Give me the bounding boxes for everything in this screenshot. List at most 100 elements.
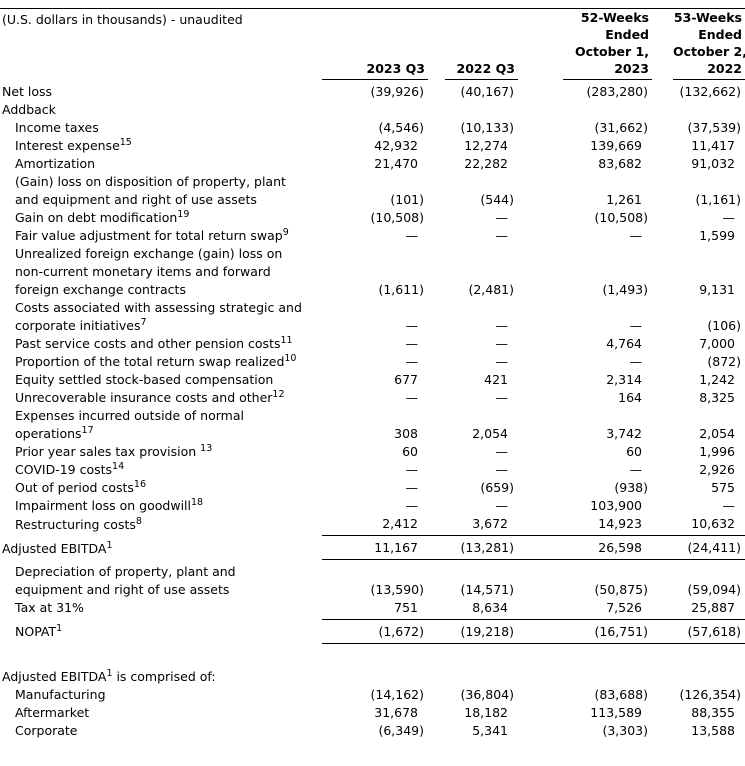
column-gap [518, 497, 563, 515]
column-gap [428, 668, 445, 686]
row-label: Out of period costs16 [0, 479, 322, 497]
column-gap [518, 101, 563, 119]
value-text: 11,167 [374, 540, 418, 555]
value-cell: (59,094) [673, 560, 745, 599]
column-gap [428, 155, 445, 173]
value-text: — [495, 390, 509, 405]
prior-year-sales-tax-provision-row: Prior year sales tax provision 13 60 — 60 1,… [0, 443, 745, 461]
value-text: — [495, 336, 509, 351]
value-cell: 60 [322, 443, 428, 461]
column-gap [652, 299, 673, 335]
value-text: (13,281) [460, 540, 515, 555]
column-gap [518, 407, 563, 443]
value-cell: 7,526 [563, 598, 652, 620]
value-cell: (1,672) [322, 619, 428, 644]
column-header-line: Ended [698, 27, 742, 42]
value-cell: — [673, 209, 745, 227]
value-cell: 1,599 [673, 227, 745, 245]
value-text: (659) [480, 480, 514, 495]
column-gap [518, 245, 563, 299]
column-gap [428, 560, 445, 599]
row-label-text: Equity settled stock-based compensation [15, 372, 274, 387]
value-cell: (31,662) [563, 119, 652, 137]
column-gap [428, 353, 445, 371]
value-text: 7,000 [699, 336, 735, 351]
value-text: 2,054 [472, 426, 508, 441]
column-gap [428, 119, 445, 137]
row-label: Amortization [0, 155, 322, 173]
value-text: 677 [394, 372, 418, 387]
past-service-pension-costs-row: Past service costs and other pension cos… [0, 335, 745, 353]
value-cell: 42,932 [322, 137, 428, 155]
row-label: Equity settled stock-based compensation [0, 371, 322, 389]
column-gap [428, 686, 445, 704]
value-cell: 751 [322, 598, 428, 620]
value-text: — [629, 354, 643, 369]
value-text: — [495, 444, 509, 459]
column-header-line: 53-Weeks [673, 10, 742, 25]
value-text: (40,167) [460, 84, 515, 99]
value-cell: (4,546) [322, 119, 428, 137]
value-cell: 7,000 [673, 335, 745, 353]
row-label-text: Proportion of the total return swap real… [15, 354, 285, 369]
column-gap [428, 598, 445, 620]
footnote-ref: 7 [140, 316, 147, 328]
value-cell: — [445, 389, 518, 407]
restructuring-costs-row: Restructuring costs8 2,412 3,672 14,923 10,6… [0, 515, 745, 536]
row-label-text: Adjusted EBITDA [2, 540, 107, 556]
value-text: — [495, 228, 509, 243]
row-label: Unrecoverable insurance costs and other1… [0, 389, 322, 407]
column-gap [652, 497, 673, 515]
value-cell: 60 [563, 443, 652, 461]
table-body: (U.S. dollars in thousands) - unaudited 2… [0, 8, 745, 740]
column-gap [428, 389, 445, 407]
row-label-text: non-current monetary items and forward [15, 264, 271, 279]
value-text: (10,133) [460, 120, 515, 135]
value-cell: (6,349) [322, 722, 428, 740]
value-cell: (19,218) [445, 619, 518, 644]
footnote-ref: 1 [56, 622, 63, 634]
value-text: 5,341 [472, 722, 508, 738]
aftermarket-row: Aftermarket 31,678 18,182 113,589 88,355 [0, 704, 745, 722]
value-text: (24,411) [687, 540, 742, 555]
row-label-text: equipment and right of use assets [15, 581, 230, 597]
row-label-text: Unrecoverable insurance costs and other [15, 390, 273, 405]
value-text: (10,508) [370, 210, 425, 225]
value-text: (2,481) [468, 282, 514, 297]
value-text: (872) [707, 354, 741, 369]
row-label: Expenses incurred outside of normal opera… [0, 407, 322, 443]
value-text: 31,678 [374, 704, 418, 720]
row-label: Gain on debt modification19 [0, 209, 322, 227]
value-cell: 2,926 [673, 461, 745, 479]
row-label: Proportion of the total return swap real… [0, 353, 322, 371]
value-cell: 18,182 [445, 704, 518, 722]
value-cell: 91,032 [673, 155, 745, 173]
value-text: 3,742 [606, 426, 642, 441]
value-text: 83,682 [598, 156, 642, 171]
footnote-ref: 1 [106, 539, 113, 551]
column-gap [428, 479, 445, 497]
row-label-text: corporate initiatives [15, 318, 141, 333]
value-cell: (13,281) [445, 535, 518, 560]
header-gap [518, 8, 563, 80]
value-cell: (24,411) [673, 535, 745, 560]
column-gap [652, 335, 673, 353]
value-cell: (1,493) [563, 245, 652, 299]
value-text: 2,054 [699, 426, 735, 441]
expenses-outside-normal-ops-row: Expenses incurred outside of normal opera… [0, 407, 745, 443]
column-gap [518, 668, 563, 686]
value-cell: 421 [445, 371, 518, 389]
row-label-text: Interest expense [15, 138, 120, 153]
footnote-ref: 17 [81, 424, 94, 436]
adjusted-ebitda-row: Adjusted EBITDA1 11,167 (13,281) 26,598 (24,… [0, 535, 745, 560]
column-gap [652, 353, 673, 371]
row-label-text: is comprised of: [112, 668, 216, 684]
column-gap [652, 668, 673, 686]
addback-row: Addback [0, 101, 745, 119]
value-cell: (14,571) [445, 560, 518, 599]
value-cell: 677 [322, 371, 428, 389]
value-cell: (659) [445, 479, 518, 497]
footnote-ref: 12 [272, 388, 285, 400]
value-cell: (938) [563, 479, 652, 497]
row-label-text: Net loss [2, 84, 53, 99]
